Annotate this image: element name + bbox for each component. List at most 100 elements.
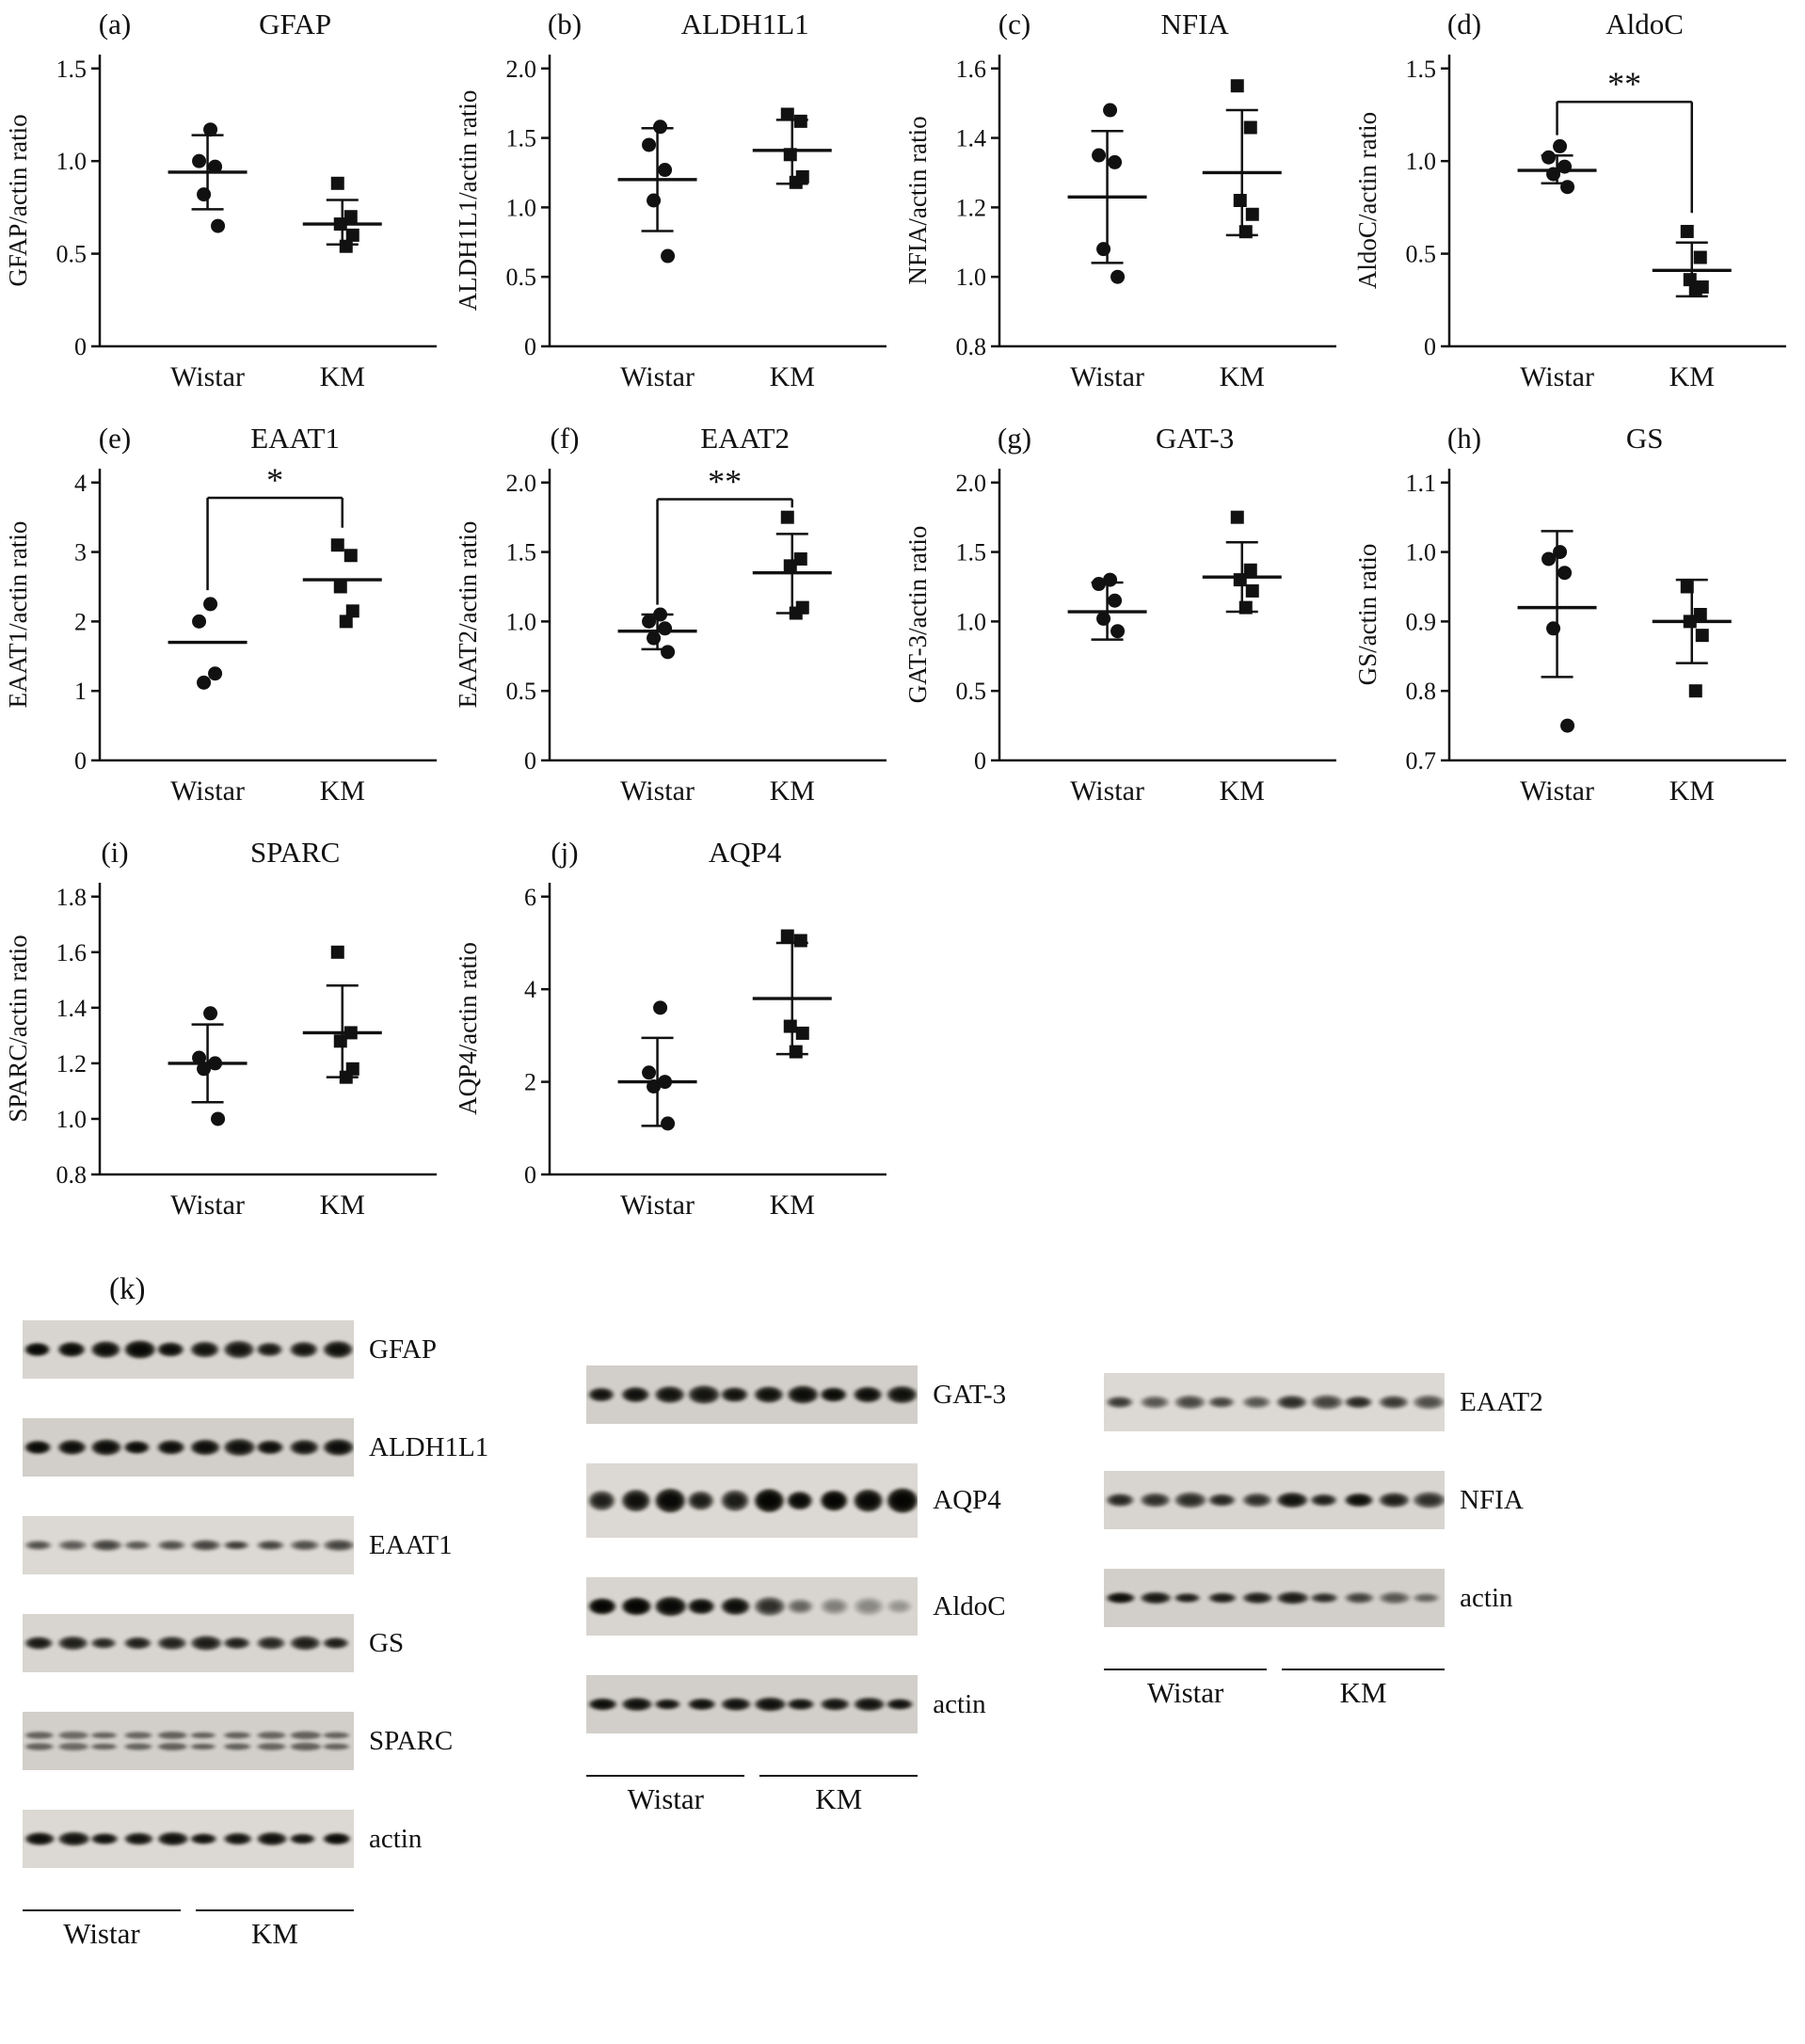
data-point-wistar: [192, 1050, 207, 1065]
blot-group-xlabels: Wistar KM: [1104, 1669, 1446, 1710]
y-tick-label: 1.6: [56, 939, 88, 966]
chart-title: GS: [1626, 422, 1664, 455]
data-point-km: [1243, 563, 1257, 577]
scientific-figure: (a) GFAP 0 0.5 1.0 1.5 GFAP/actin ratio Wistar K…: [2, 4, 1805, 1951]
data-point-wistar: [647, 631, 662, 646]
panel-letter: (g): [998, 422, 1031, 455]
blot-label-eaat2: EAAT2: [1460, 1386, 1543, 1417]
blot-strip-row: ALDH1L1: [23, 1418, 488, 1477]
y-tick-label: 1.4: [956, 125, 987, 152]
chart-title: GFAP: [259, 8, 331, 40]
data-point-km: [783, 148, 797, 162]
blot-strip-aldh1l1: [23, 1418, 354, 1477]
data-point-wistar: [197, 675, 212, 690]
chart-title: ALDH1L1: [681, 8, 809, 40]
data-point-wistar: [1553, 138, 1568, 153]
y-axis-label: SPARC/actin ratio: [4, 934, 32, 1122]
blot-strip-row: AQP4: [586, 1463, 1006, 1539]
data-point-wistar: [1541, 551, 1557, 567]
y-tick-label: 0: [74, 333, 87, 360]
blot-group-1: GFAP ALDH1L1 EAAT1 GS SPARC actin Wistar KM: [23, 1320, 488, 1951]
data-point-wistar: [1560, 180, 1575, 195]
data-point-km: [333, 217, 347, 232]
data-point-wistar: [1108, 593, 1123, 608]
chart-title: NFIA: [1160, 8, 1229, 40]
significance-marker: **: [708, 462, 742, 500]
y-axis-label: AQP4/actin ratio: [454, 942, 482, 1115]
blot-strip-gs: [23, 1614, 354, 1672]
y-tick-label: 2.0: [956, 470, 987, 497]
data-point-wistar: [1110, 269, 1126, 284]
blot-xlabel-wistar: Wistar: [1104, 1669, 1268, 1710]
chart-g-svg: (g) GAT-3 0 0.5 1.0 1.5 2.0 GAT-3/actin ratio Wi…: [903, 422, 1336, 806]
y-axis-label: NFIA/actin ratio: [903, 116, 932, 284]
panel-k-label: (k): [109, 1272, 146, 1306]
blot-strip-aldoc: [586, 1577, 918, 1637]
data-point-km: [789, 606, 803, 620]
panel-i: (i) SPARC 0.8 1.0 1.2 1.4 1.6 1.8 SPARC/actin ra…: [2, 832, 452, 1237]
data-point-wistar: [1096, 611, 1111, 626]
y-tick-label: 1.0: [1406, 539, 1437, 567]
data-point-wistar: [642, 614, 657, 629]
y-tick-label: 3: [74, 539, 87, 567]
data-point-wistar: [1546, 167, 1561, 182]
data-point-wistar: [192, 614, 207, 629]
blot-group-3: EAAT2 NFIA actin Wistar KM: [1104, 1373, 1543, 1710]
chart-j-svg: (j) AQP4 0 2 4 6 AQP4/actin ratio Wistar KM: [454, 836, 887, 1221]
chart-f-svg: (f) EAAT2 0 0.5 1.0 1.5 2.0 EAAT2/actin ratio Wi…: [454, 422, 887, 806]
data-point-wistar: [647, 193, 662, 208]
data-point-wistar: [653, 120, 668, 135]
data-point-km: [793, 934, 807, 948]
blot-label-aqp4: AQP4: [933, 1485, 1001, 1516]
y-tick-label: 0.8: [1406, 678, 1437, 705]
y-tick-label: 4: [524, 976, 536, 1003]
data-point-km: [1683, 615, 1697, 629]
data-point-km: [343, 549, 358, 563]
blot-strip-row: EAAT2: [1104, 1373, 1543, 1431]
data-point-wistar: [1553, 545, 1568, 560]
chart-title: EAAT1: [250, 422, 340, 455]
x-category-label: KM: [770, 1190, 815, 1221]
data-point-km: [1238, 600, 1253, 615]
data-point-km: [1688, 283, 1702, 297]
y-tick-label: 1.5: [956, 539, 987, 567]
panel-letter: (c): [998, 8, 1030, 40]
data-point-km: [1245, 583, 1259, 598]
y-tick-label: 0: [74, 747, 87, 774]
blot-strip-row: GFAP: [23, 1320, 488, 1379]
data-point-wistar: [653, 1000, 668, 1015]
x-category-label: Wistar: [620, 775, 695, 806]
y-tick-label: 0.8: [56, 1161, 88, 1189]
y-tick-label: 1.0: [1406, 148, 1437, 175]
blot-label-actin: actin: [369, 1823, 423, 1854]
x-category-label: Wistar: [170, 775, 245, 806]
data-point-wistar: [211, 1111, 226, 1126]
blot-groups: GFAP ALDH1L1 EAAT1 GS SPARC actin Wistar KM GAT-…: [23, 1320, 1805, 1951]
y-tick-label: 1.1: [1406, 470, 1437, 497]
chart-i-svg: (i) SPARC 0.8 1.0 1.2 1.4 1.6 1.8 SPARC/actin ra…: [4, 836, 437, 1221]
data-point-wistar: [661, 645, 676, 660]
y-tick-label: 1.2: [956, 194, 987, 221]
data-point-wistar: [197, 1062, 212, 1077]
data-point-wistar: [661, 248, 676, 263]
blot-label-actin: actin: [933, 1688, 986, 1719]
y-tick-label: 1.6: [956, 56, 987, 83]
x-category-label: Wistar: [1070, 775, 1144, 806]
panel-j: (j) AQP4 0 2 4 6 AQP4/actin ratio Wistar KM: [452, 832, 902, 1237]
y-tick-label: 0: [524, 333, 536, 360]
y-tick-label: 1.2: [56, 1050, 88, 1078]
panel-e: (e) EAAT1 0 1 2 3 4 EAAT1/actin ratio Wistar KM *: [2, 418, 452, 822]
data-point-wistar: [1557, 566, 1573, 581]
panel-a: (a) GFAP 0 0.5 1.0 1.5 GFAP/actin ratio Wistar K…: [2, 4, 452, 408]
data-point-km: [1693, 608, 1707, 621]
data-point-wistar: [1103, 572, 1118, 587]
blot-xlabel-wistar: Wistar: [586, 1775, 745, 1816]
blot-xlabel-km: KM: [196, 1909, 354, 1951]
blot-strip-gfap: [23, 1320, 354, 1379]
data-point-wistar: [1092, 148, 1107, 163]
blot-strip-row: actin: [23, 1810, 488, 1868]
panel-letter: (d): [1447, 8, 1481, 40]
blot-strip-row: SPARC: [23, 1712, 488, 1770]
blot-strip-row: GAT-3: [586, 1365, 1006, 1424]
blot-label-gs: GS: [369, 1627, 405, 1658]
